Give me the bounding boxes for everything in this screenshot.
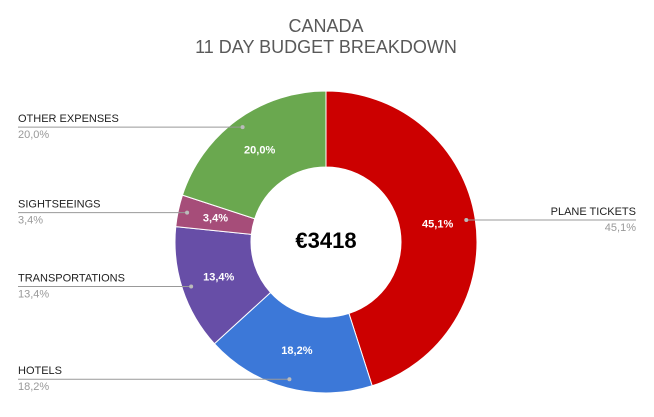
legend-label: TRANSPORTATIONS (18, 272, 125, 284)
slice-label: 3,4% (203, 212, 228, 224)
slice (181, 90, 327, 220)
slice (325, 90, 478, 387)
legend-label: OTHER EXPENSES (18, 113, 119, 125)
leader-dot (287, 377, 292, 382)
leader-dot (464, 218, 469, 223)
chart-subtitle: 11 DAY BUDGET BREAKDOWN (195, 37, 457, 57)
legend-value: 45,1% (605, 222, 636, 234)
legend-value: 13,4% (18, 288, 49, 300)
center-label: €3418 (295, 228, 356, 253)
slice-label: 18,2% (281, 345, 312, 357)
slice (213, 291, 373, 394)
legend-label: PLANE TICKETS (551, 206, 636, 218)
leader-dot (240, 125, 245, 130)
legend-value: 20,0% (18, 129, 49, 141)
slice-label: 20,0% (244, 144, 275, 156)
leader-dot (189, 284, 194, 289)
slice-label: 13,4% (203, 271, 234, 283)
legend-label: HOTELS (18, 365, 62, 377)
legend-label: SIGHTSEEINGS (18, 198, 101, 210)
legend-value: 18,2% (18, 381, 49, 393)
legend-value: 3,4% (18, 214, 43, 226)
chart-title: CANADA (288, 16, 363, 36)
leader-dot (185, 210, 190, 215)
slice-label: 45,1% (422, 218, 453, 230)
